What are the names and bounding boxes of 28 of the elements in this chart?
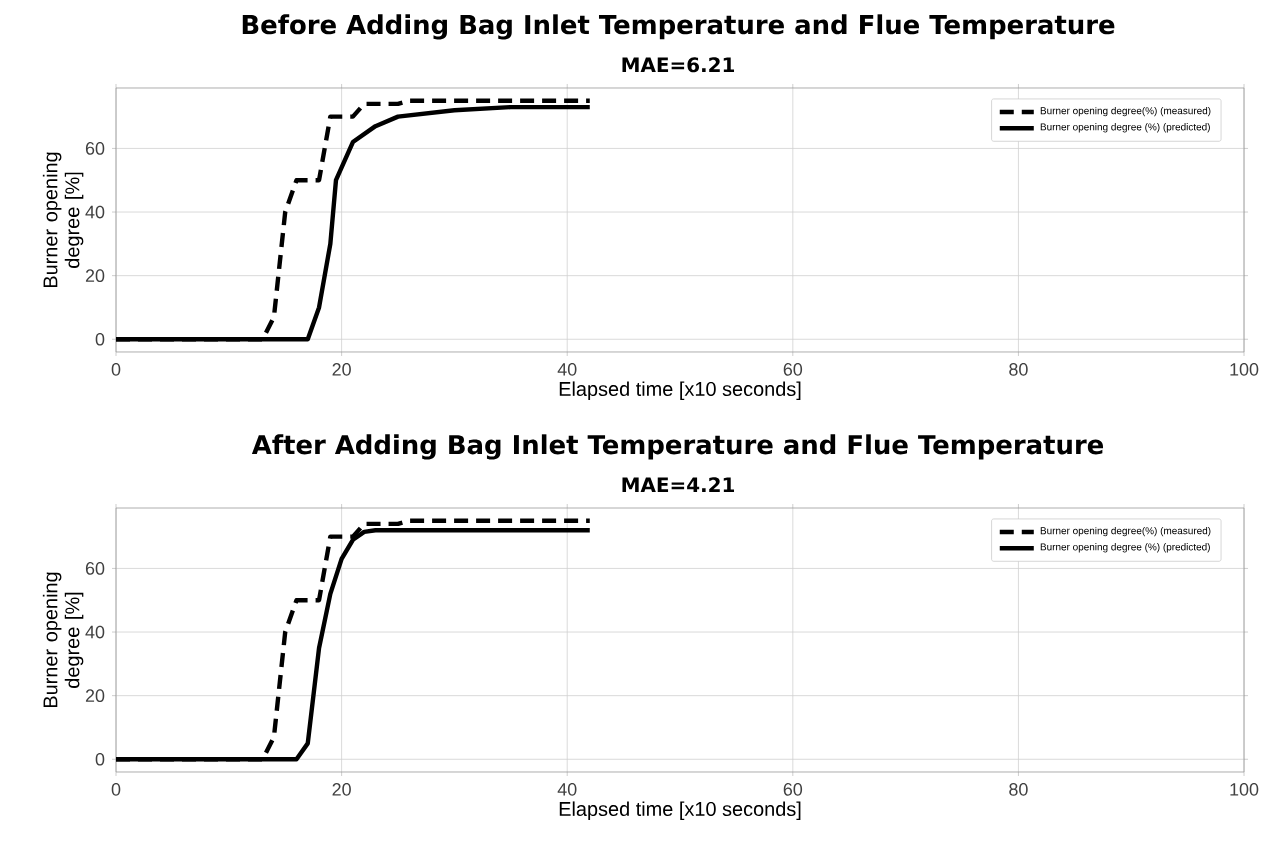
x-tick-label: 40 <box>557 783 577 796</box>
y-axis-title: Burner opening degree [%] <box>42 572 84 708</box>
x-axis-title: Elapsed time [x10 seconds] <box>559 381 801 400</box>
x-tick-label: 60 <box>783 363 803 376</box>
x-tick-label: 100 <box>1230 783 1259 796</box>
y-tick-label: 0 <box>95 752 105 766</box>
y-tick-label: 40 <box>85 625 105 639</box>
x-tick-label: 20 <box>332 783 351 796</box>
x-tick-label: 100 <box>1230 363 1259 376</box>
x-tick-label: 40 <box>557 363 577 376</box>
x-tick-label: 80 <box>1009 783 1028 796</box>
y-tick-label: 40 <box>85 205 105 219</box>
chart-subtitle: MAE=6.21 <box>622 57 735 73</box>
x-tick-label: 80 <box>1009 363 1028 376</box>
y-axis-title: Burner opening degree [%] <box>42 152 84 288</box>
chart-subtitle: MAE=4.21 <box>622 477 735 492</box>
x-tick-label: 60 <box>783 783 803 796</box>
y-tick-label: 20 <box>85 269 105 283</box>
y-tick-label: 60 <box>85 142 105 155</box>
y-tick-label: 20 <box>85 689 105 703</box>
chart-title: After Adding Bag Inlet Temperature and Flue Temperature <box>251 434 1104 460</box>
chart-title: Before Adding Bag Inlet Temperature and Flue Temperature <box>242 14 1115 40</box>
x-tick-label: 20 <box>332 363 351 376</box>
y-tick-label: 60 <box>85 562 105 575</box>
x-axis-title: Elapsed time [x10 seconds] <box>559 801 801 820</box>
x-tick-label: 0 <box>111 363 121 376</box>
y-tick-label: 0 <box>95 332 105 346</box>
x-tick-label: 0 <box>111 783 121 796</box>
